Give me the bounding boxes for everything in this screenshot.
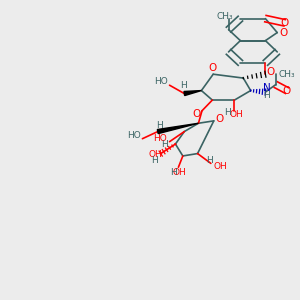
Text: OH: OH [173,168,187,177]
Text: O: O [192,109,200,119]
Text: H: H [170,168,176,177]
Text: H: H [206,156,213,165]
Text: OH: OH [229,110,243,119]
Text: H: H [224,108,230,117]
Text: H: H [263,91,270,100]
Text: H: H [161,140,168,149]
Text: HO: HO [127,131,141,140]
Text: O: O [267,67,275,77]
Text: H: H [152,156,158,165]
Text: O: O [280,18,289,28]
Text: O: O [208,63,217,73]
Text: H: H [180,81,187,90]
Text: O: O [280,28,288,38]
Text: HO: HO [153,134,167,142]
Text: O: O [215,114,223,124]
Polygon shape [184,91,201,96]
Text: CH₃: CH₃ [278,70,295,79]
Text: H: H [156,121,163,130]
Text: CH₃: CH₃ [217,12,233,21]
Text: HO: HO [154,77,168,86]
Text: O: O [283,85,291,96]
Polygon shape [157,123,199,134]
Text: OH: OH [214,162,227,171]
Text: OH: OH [149,150,163,159]
Text: N: N [263,83,271,94]
